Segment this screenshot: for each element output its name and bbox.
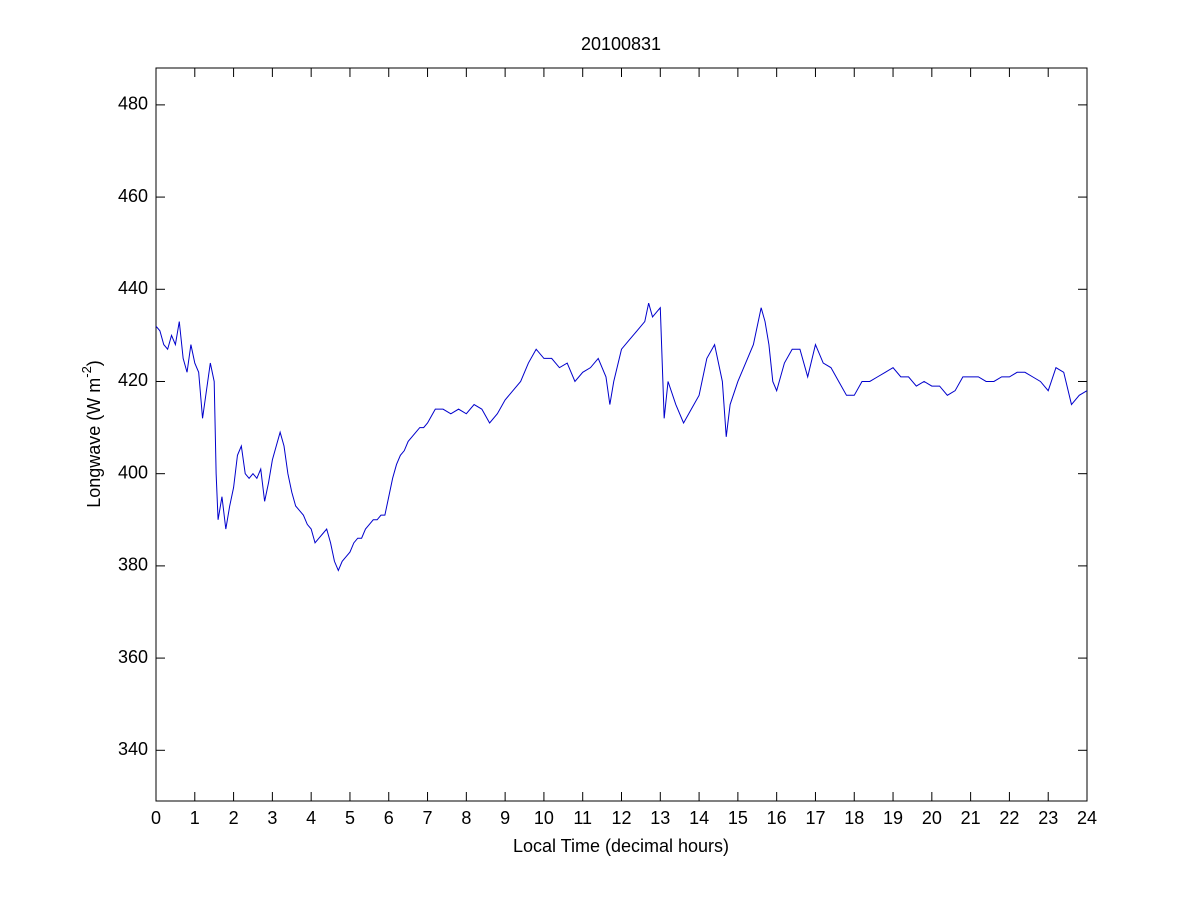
y-tick-label: 440	[118, 278, 148, 298]
y-axis-label-part: )	[84, 360, 104, 366]
y-tick-label: 380	[118, 555, 148, 575]
x-tick-label: 23	[1038, 808, 1058, 828]
x-axis-label: Local Time (decimal hours)	[513, 836, 729, 856]
x-tick-label: 2	[229, 808, 239, 828]
x-tick-label: 18	[844, 808, 864, 828]
x-tick-label: 20	[922, 808, 942, 828]
y-tick-label: 480	[118, 94, 148, 114]
x-tick-label: 1	[190, 808, 200, 828]
y-axis-label: Longwave (W m-2)	[79, 360, 104, 508]
y-axis-label-part: Longwave (W m	[84, 378, 104, 508]
x-tick-label: 13	[650, 808, 670, 828]
y-axis-label-part: -2	[79, 366, 94, 378]
y-tick-label: 460	[118, 186, 148, 206]
x-tick-label: 6	[384, 808, 394, 828]
x-tick-label: 3	[267, 808, 277, 828]
x-tick-label: 11	[573, 808, 592, 828]
x-tick-label: 16	[767, 808, 787, 828]
x-tick-label: 22	[999, 808, 1019, 828]
chart-title: 20100831	[581, 34, 661, 54]
x-tick-label: 0	[151, 808, 161, 828]
x-tick-label: 17	[805, 808, 825, 828]
x-tick-label: 19	[883, 808, 903, 828]
x-tick-label: 15	[728, 808, 748, 828]
data-line	[155, 302, 1088, 572]
x-tick-label: 24	[1077, 808, 1097, 828]
y-tick-label: 360	[118, 647, 148, 667]
x-tick-label: 21	[961, 808, 981, 828]
y-tick-label: 340	[118, 739, 148, 759]
x-tick-label: 7	[423, 808, 433, 828]
y-tick-label: 400	[118, 462, 148, 482]
x-tick-label: 14	[689, 808, 709, 828]
x-tick-label: 10	[534, 808, 554, 828]
x-tick-label: 5	[345, 808, 355, 828]
x-tick-label: 4	[306, 808, 316, 828]
x-tick-label: 8	[461, 808, 471, 828]
plot-box	[155, 67, 1088, 802]
x-tick-label: 9	[500, 808, 510, 828]
y-tick-label: 420	[118, 370, 148, 390]
x-tick-label: 12	[611, 808, 631, 828]
